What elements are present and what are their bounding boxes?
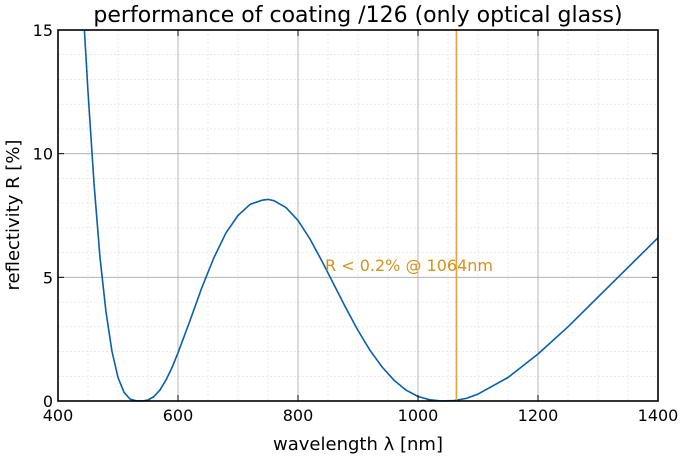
x-axis-label: wavelength λ [nm] bbox=[273, 434, 443, 455]
y-axis-label: reflectivity R [%] bbox=[3, 140, 24, 291]
plot-frame bbox=[57, 29, 659, 402]
x-tick-label: 1200 bbox=[518, 406, 559, 425]
y-tick-label: 0 bbox=[43, 392, 53, 411]
tick-marks bbox=[57, 29, 659, 402]
x-tick-label: 600 bbox=[163, 406, 194, 425]
reflectivity-series-line bbox=[83, 29, 659, 402]
x-tick-label: 400 bbox=[43, 406, 74, 425]
x-tick-label: 800 bbox=[283, 406, 314, 425]
x-tick-label: 1400 bbox=[638, 406, 679, 425]
series-layer bbox=[83, 29, 659, 402]
y-tick-label: 5 bbox=[43, 268, 53, 287]
tick-labels: 400 600 800 1000 1200 1400 0 5 10 15 bbox=[33, 21, 679, 425]
annotation-text: R < 0.2% @ 1064nm bbox=[325, 256, 493, 275]
x-tick-label: 1000 bbox=[398, 406, 439, 425]
y-tick-label: 15 bbox=[33, 21, 53, 40]
grid bbox=[57, 29, 659, 402]
annotation-layer: R < 0.2% @ 1064nm bbox=[325, 30, 493, 401]
y-tick-label: 10 bbox=[33, 145, 53, 164]
chart-title: performance of coating /126 (only optica… bbox=[93, 3, 622, 28]
